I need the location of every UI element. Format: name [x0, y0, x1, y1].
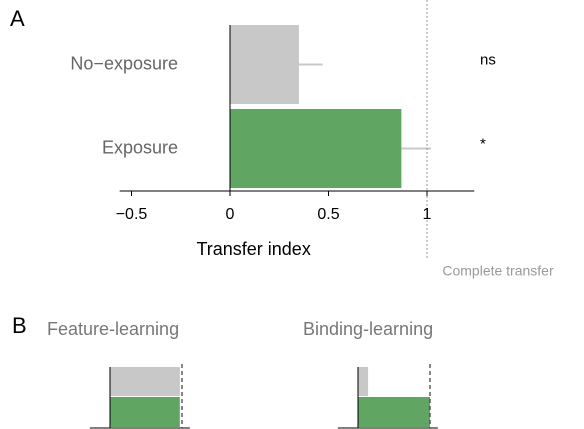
panel-label: A	[10, 6, 25, 31]
x-tick-label: 1	[423, 206, 432, 223]
bar	[230, 25, 299, 104]
x-tick-label: 0	[226, 206, 235, 223]
bar	[358, 397, 430, 427]
significance-label: *	[480, 135, 486, 152]
x-tick-label: −0.5	[116, 206, 148, 223]
category-label: Exposure	[102, 137, 178, 157]
bar	[110, 367, 180, 396]
bar	[358, 367, 369, 396]
bar	[230, 109, 402, 188]
x-tick-label: 0.5	[317, 206, 339, 223]
significance-label: ns	[480, 51, 496, 68]
reference-label: Complete transfer	[442, 263, 554, 279]
chart-title: Feature-learning	[47, 319, 179, 339]
panel-label: B	[12, 313, 27, 338]
category-label: No−exposure	[70, 53, 178, 73]
x-axis-label: Transfer index	[196, 239, 310, 259]
bar	[110, 397, 180, 427]
chart-title: Binding-learning	[303, 319, 433, 339]
